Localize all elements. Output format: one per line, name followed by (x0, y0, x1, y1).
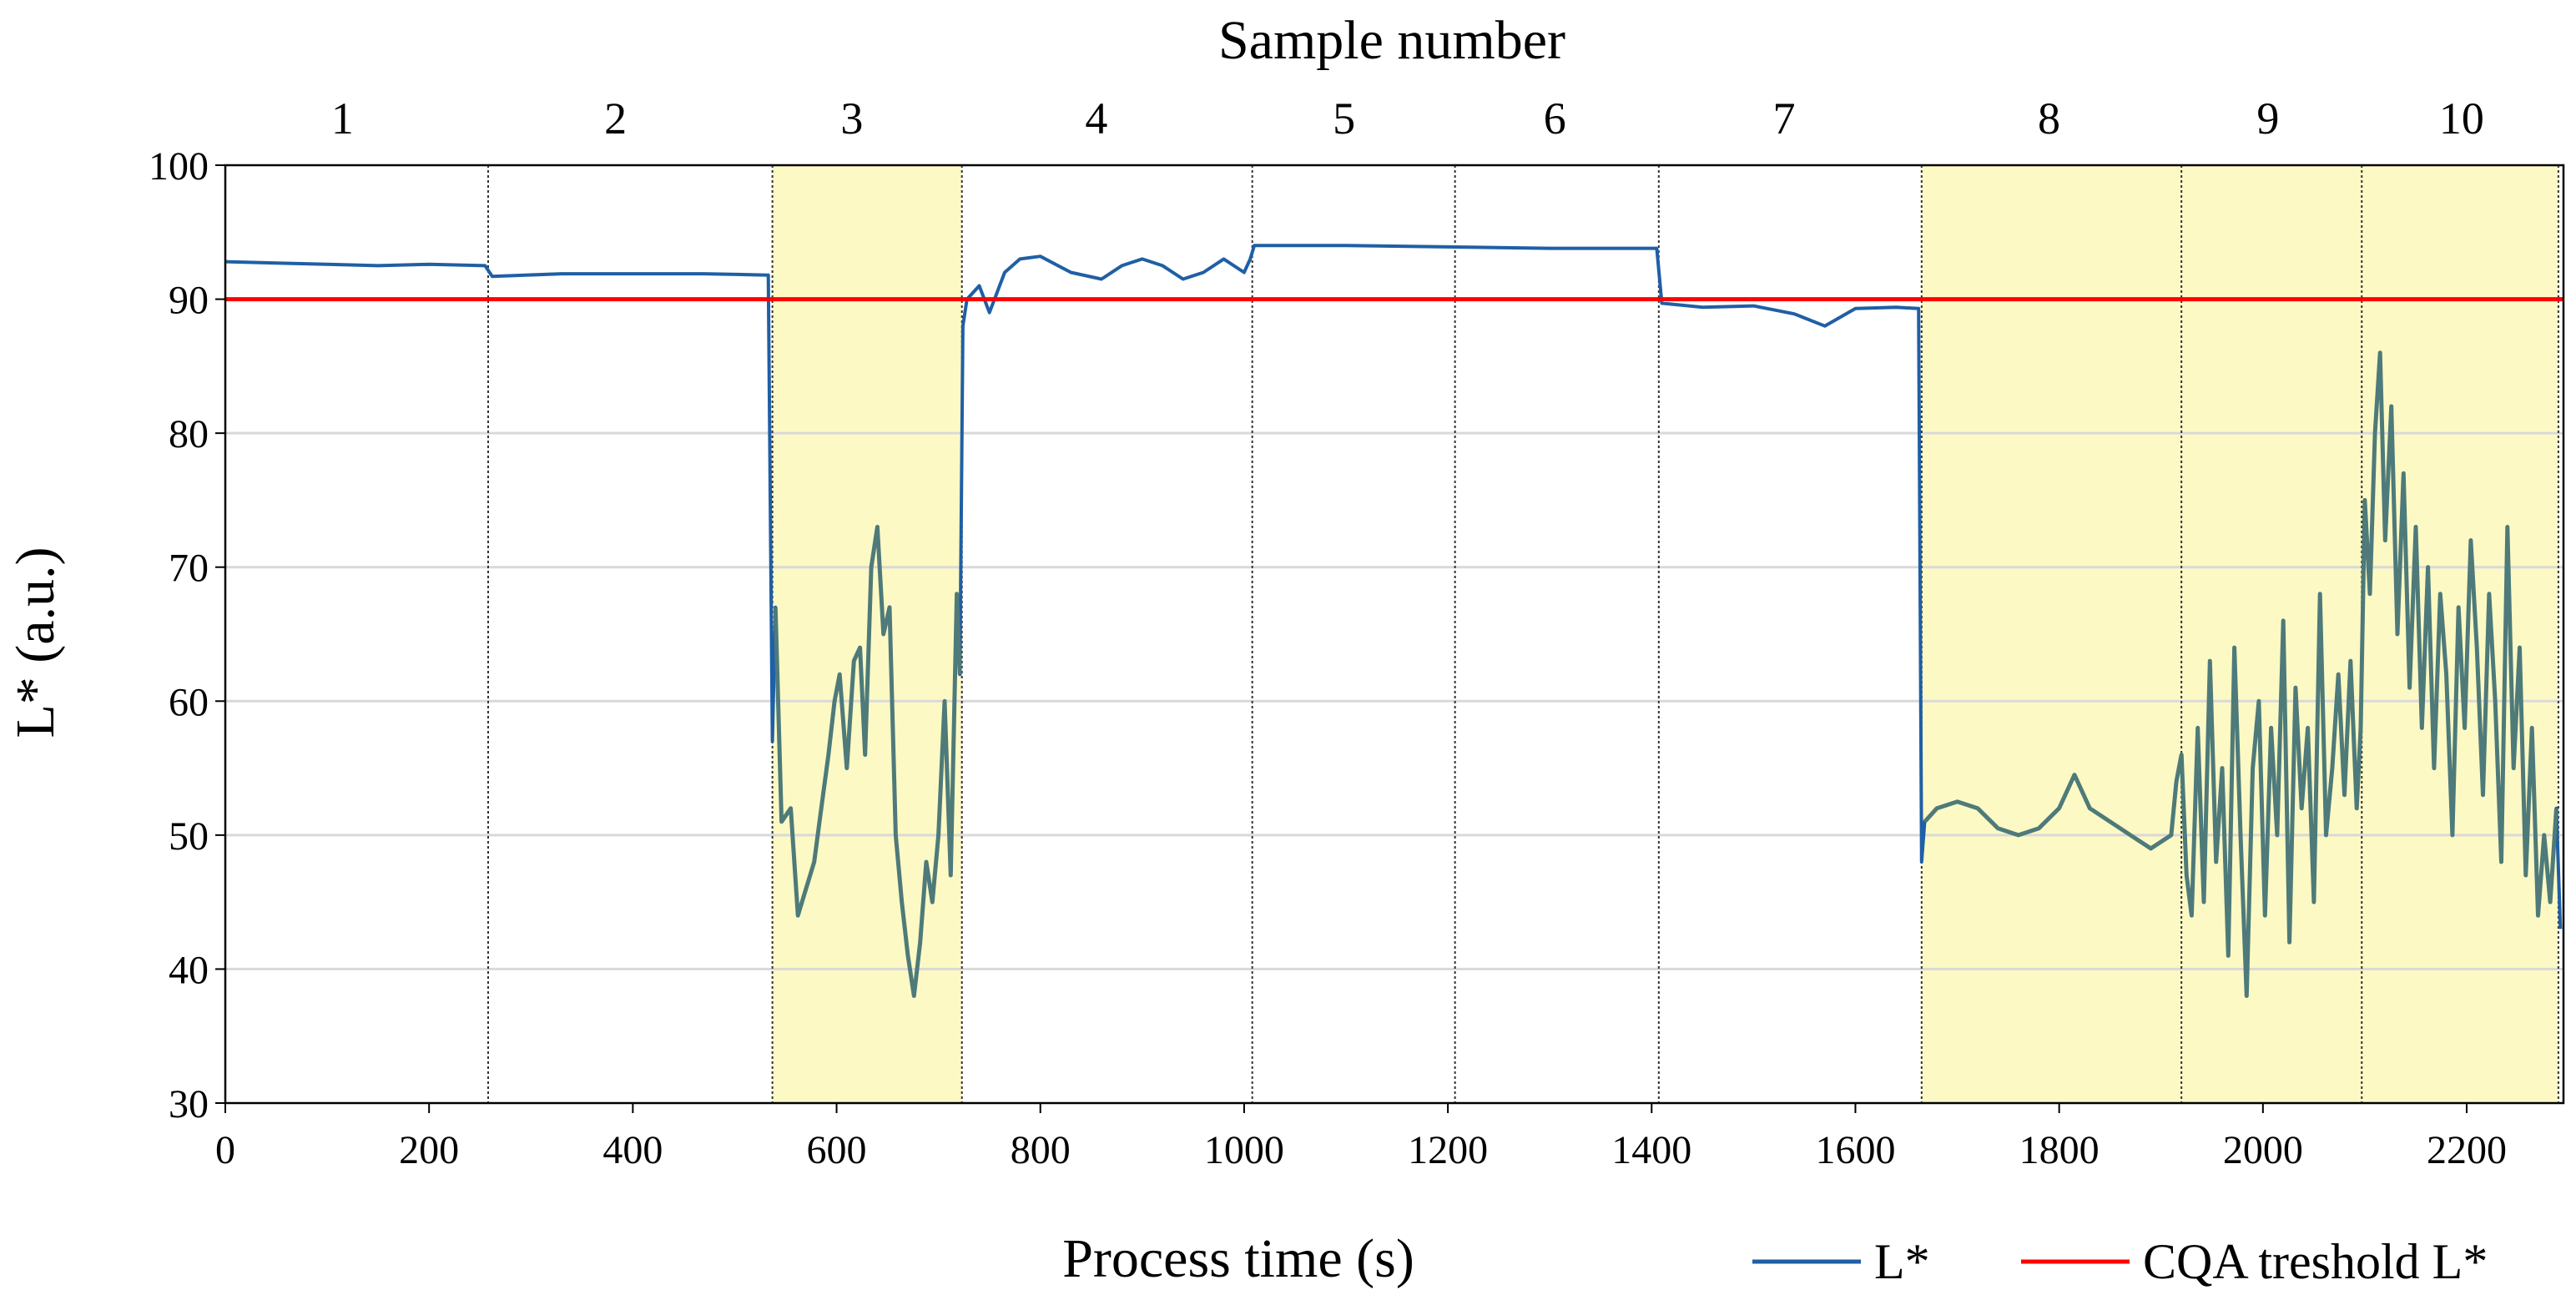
sample-label-1: 1 (331, 93, 354, 144)
y-axis-ticks: 30 40 50 60 70 80 90 100 (149, 144, 225, 1126)
top-axis-title: Sample number (1218, 10, 1565, 71)
sample-label-2: 2 (604, 93, 627, 144)
sample-label-9: 9 (2256, 93, 2279, 144)
sample-label-5: 5 (1333, 93, 1355, 144)
legend-label-lstar: L* (1874, 1234, 1930, 1289)
y-tick-label-60: 60 (169, 680, 209, 724)
sample-label-7: 7 (1773, 93, 1796, 144)
x-tick-label-2200: 2200 (2427, 1128, 2507, 1172)
series-layer (224, 244, 2563, 998)
x-tick-label-200: 200 (399, 1128, 459, 1172)
legend: L* CQA treshold L* (1752, 1234, 2488, 1289)
y-tick-label-90: 90 (169, 279, 209, 323)
x-tick-label-2000: 2000 (2223, 1128, 2303, 1172)
y-tick-label-30: 30 (169, 1082, 209, 1126)
x-axis-title: Process time (s) (1062, 1228, 1414, 1289)
sample-label-10: 10 (2439, 93, 2484, 144)
series-line-lstar-highlighted-1 (773, 525, 962, 998)
x-tick-label-400: 400 (602, 1128, 663, 1172)
y-tick-label-70: 70 (169, 547, 209, 591)
y-tick-label-80: 80 (169, 412, 209, 456)
x-tick-label-1400: 1400 (1611, 1128, 1691, 1172)
plot-frame (224, 164, 2565, 1105)
sample-label-8: 8 (2038, 93, 2060, 144)
series-line-lstar-highlighted-2 (1923, 350, 2558, 998)
x-tick-label-600: 600 (807, 1128, 867, 1172)
y-tick-label-100: 100 (149, 144, 209, 189)
x-axis-ticks: 0 200 400 600 800 1000 1200 1400 1600 1800 2000 220… (215, 1103, 2507, 1172)
y-tick-label-50: 50 (169, 814, 209, 859)
x-tick-label-1000: 1000 (1204, 1128, 1284, 1172)
y-tick-label-40: 40 (169, 948, 209, 992)
sample-label-6: 6 (1544, 93, 1566, 144)
x-tick-label-0: 0 (215, 1128, 235, 1172)
highlight-region-2 (1921, 165, 2558, 1103)
y-axis-title: L* (a.u.) (5, 547, 66, 738)
legend-label-threshold: CQA treshold L* (2143, 1234, 2488, 1289)
x-tick-label-800: 800 (1011, 1128, 1071, 1172)
x-tick-label-1600: 1600 (1815, 1128, 1895, 1172)
x-tick-label-1200: 1200 (1408, 1128, 1488, 1172)
x-tick-label-1800: 1800 (2019, 1128, 2100, 1172)
sample-label-4: 4 (1085, 93, 1107, 144)
sample-labels: 1 2 3 4 5 6 7 8 9 10 (331, 93, 2484, 144)
sample-label-3: 3 (840, 93, 863, 144)
